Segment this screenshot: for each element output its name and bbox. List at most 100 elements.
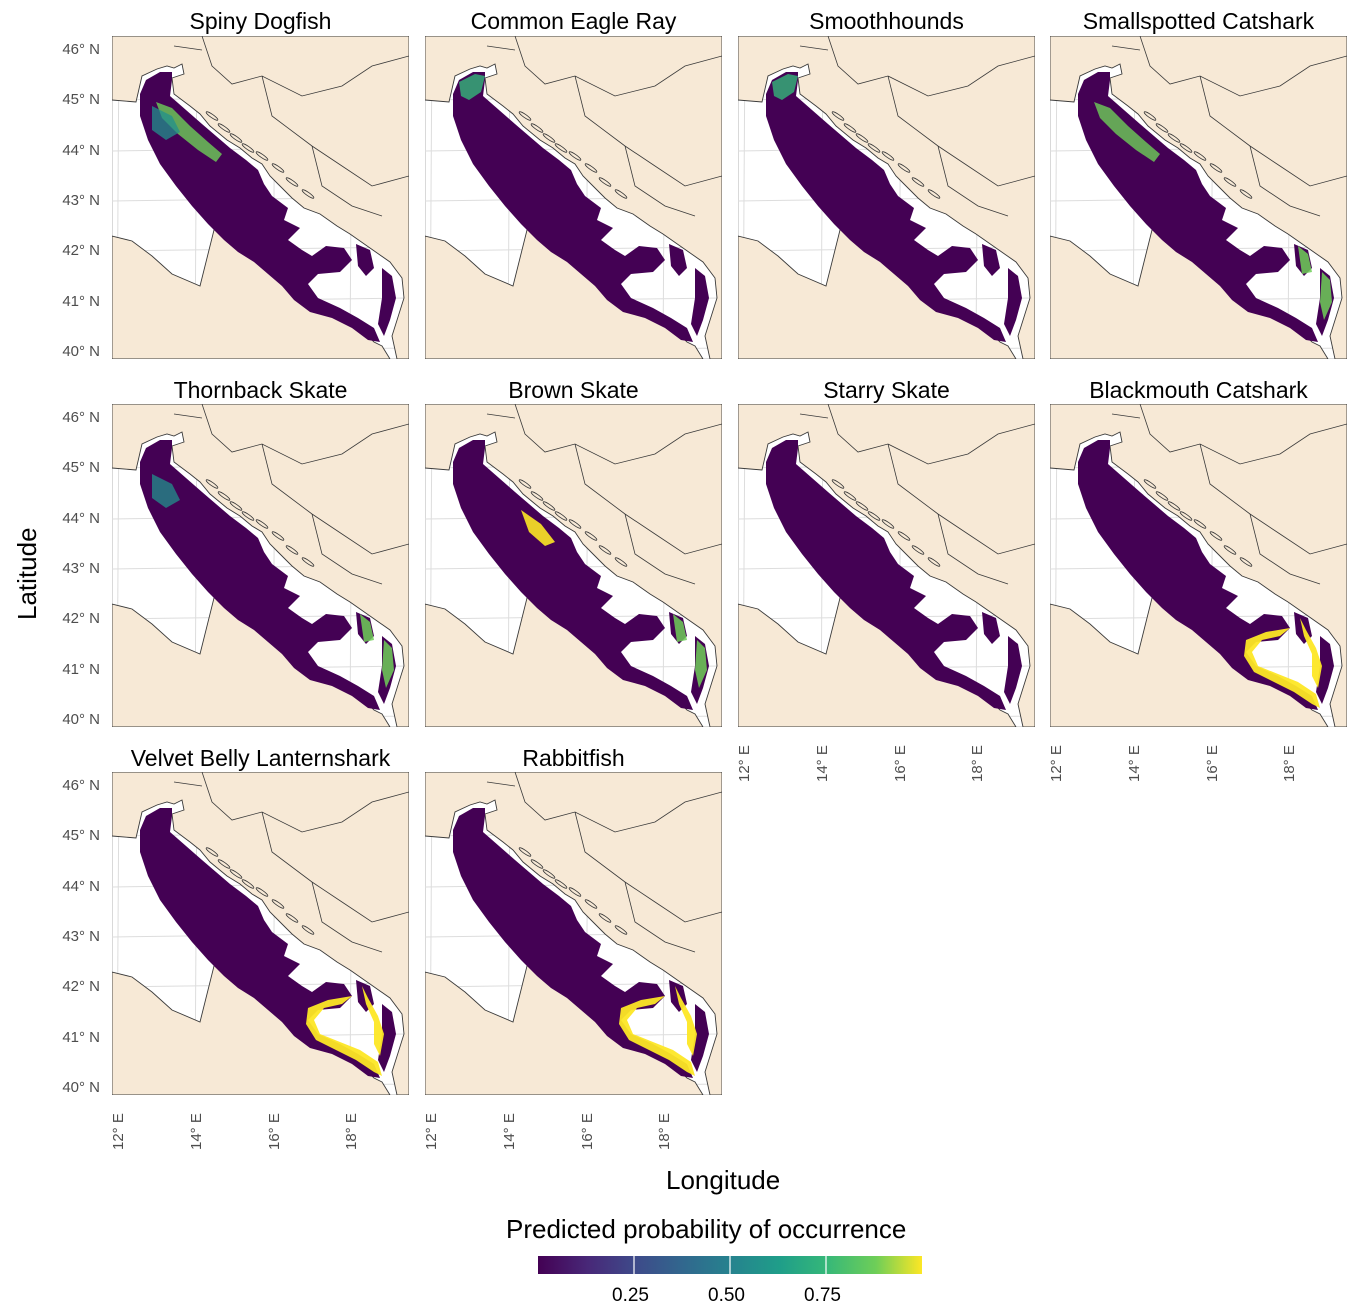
- country-borders: [799, 36, 1035, 217]
- island-outline: [255, 887, 269, 897]
- country-borders: [799, 404, 1035, 585]
- lon-tick-label: 14° E: [501, 1113, 518, 1150]
- island-outline: [241, 879, 255, 889]
- island-outline: [1179, 511, 1193, 521]
- country-borders: [486, 404, 722, 585]
- hotspot-north-east-coast: [1094, 102, 1160, 162]
- lon-tick-label: 14° E: [814, 745, 831, 782]
- island-outline: [530, 859, 544, 869]
- lat-tick-label: 41° N: [62, 661, 100, 678]
- hotspot-south-east-channel: [673, 614, 707, 688]
- land-north-east: [112, 36, 409, 359]
- island-outline: [285, 913, 299, 923]
- predicted-surface: [982, 244, 1000, 276]
- country-borders: [486, 772, 722, 953]
- island-outline: [205, 847, 219, 857]
- lat-tick-label: 41° N: [62, 1029, 100, 1046]
- island-outline: [831, 479, 845, 489]
- lat-tick-label: 44° N: [62, 510, 100, 527]
- map-panel: [112, 36, 409, 359]
- island-outline: [881, 519, 895, 529]
- predicted-surface: [140, 808, 380, 1078]
- island-outline: [271, 899, 285, 909]
- lat-tick-label: 42° N: [62, 242, 100, 259]
- predicted-surface: [1004, 268, 1022, 336]
- lat-tick-label: 43° N: [62, 560, 100, 577]
- island-outline: [205, 111, 219, 121]
- island-outline: [229, 869, 243, 879]
- lon-tick-label: 16° E: [579, 1113, 596, 1150]
- island-outline: [1179, 143, 1193, 153]
- lat-tick-label: 42° N: [62, 978, 100, 995]
- hotspot-north-west-coast: [772, 74, 798, 100]
- predicted-surface: [1078, 440, 1318, 710]
- lon-tick-label: 14° E: [188, 1113, 205, 1150]
- island-outline: [241, 511, 255, 521]
- island-outline: [911, 177, 925, 187]
- lat-tick-label: 42° N: [62, 610, 100, 627]
- lon-tick-label: 18° E: [656, 1113, 673, 1150]
- lon-tick-label: 16° E: [266, 1113, 283, 1150]
- panel-title: Brown Skate: [508, 377, 639, 403]
- island-outline: [255, 151, 269, 161]
- island-outline: [614, 189, 628, 199]
- panel-title: Velvet Belly Lanternshark: [130, 745, 391, 771]
- predicted-surface: [766, 440, 1006, 710]
- lat-tick-label: 46° N: [62, 777, 100, 794]
- predicted-surface: [453, 72, 693, 342]
- predicted-surface: [453, 440, 693, 710]
- island-outline: [568, 151, 582, 161]
- hotspot-north-west-coast: [459, 74, 485, 100]
- lon-tick-label: 18° E: [969, 745, 986, 782]
- island-outline: [855, 501, 869, 511]
- island-outline: [1143, 479, 1157, 489]
- island-outline: [867, 143, 881, 153]
- island-outline: [518, 479, 532, 489]
- island-outline: [598, 177, 612, 187]
- island-outline: [927, 557, 941, 567]
- predicted-surface: [982, 612, 1000, 644]
- predicted-surface: [1004, 636, 1022, 704]
- predicted-surface: [453, 808, 693, 1078]
- island-outline: [598, 545, 612, 555]
- lat-tick-label: 43° N: [62, 928, 100, 945]
- predicted-surface: [356, 244, 374, 276]
- island-outline: [1223, 177, 1237, 187]
- legend-title: Predicted probability of occurrence: [506, 1214, 907, 1244]
- country-borders: [1111, 36, 1347, 217]
- island-outline: [1167, 133, 1181, 143]
- map-panel: [112, 404, 409, 727]
- hotspot-south-east-channel: [1298, 246, 1332, 320]
- hotspot-south-east-channel: [360, 614, 394, 688]
- land-north-east: [112, 404, 409, 727]
- hotspot-north-central: [152, 474, 180, 508]
- island-outline: [229, 133, 243, 143]
- lat-tick-label: 41° N: [62, 293, 100, 310]
- island-outline: [1193, 519, 1207, 529]
- island-outline: [301, 557, 315, 567]
- lat-tick-label: 45° N: [62, 827, 100, 844]
- lon-tick-label: 16° E: [892, 745, 909, 782]
- panel-title: Smallspotted Catshark: [1082, 8, 1315, 34]
- land-north-east: [425, 36, 722, 359]
- island-outline: [271, 531, 285, 541]
- country-borders: [1111, 404, 1347, 585]
- island-outline: [217, 859, 231, 869]
- island-outline: [205, 479, 219, 489]
- predicted-surface: [140, 440, 380, 710]
- lat-tick-label: 44° N: [62, 878, 100, 895]
- land-north-east: [112, 772, 409, 1095]
- island-outline: [843, 123, 857, 133]
- panel-title: Rabbitfish: [522, 745, 625, 771]
- island-outline: [568, 519, 582, 529]
- island-outline: [881, 151, 895, 161]
- island-outline: [927, 189, 941, 199]
- hotspot-south-basin-rim: [1244, 618, 1322, 708]
- map-panel: [738, 404, 1035, 727]
- hotspot-central-east-coast: [521, 510, 555, 546]
- x-axis-title: Longitude: [666, 1165, 781, 1195]
- island-outline: [843, 491, 857, 501]
- island-outline: [554, 143, 568, 153]
- lon-tick-label: 12° E: [110, 1113, 127, 1150]
- country-borders: [173, 772, 409, 953]
